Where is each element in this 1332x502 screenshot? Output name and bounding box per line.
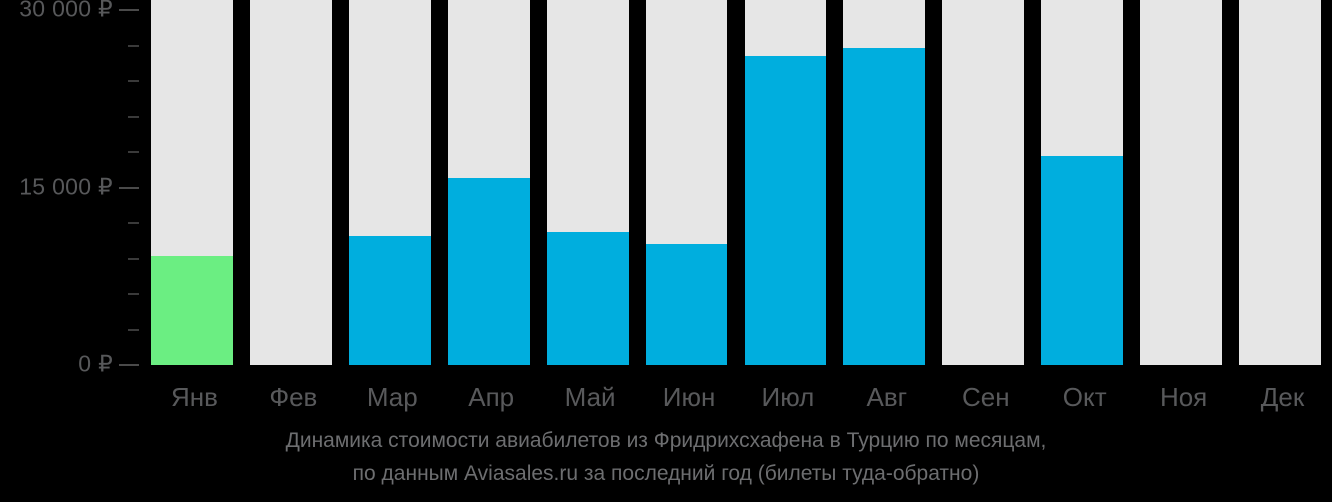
bar-fill <box>151 256 233 365</box>
bar-fill <box>447 178 530 365</box>
y-axis-tick <box>128 257 139 260</box>
x-axis: Янв Фев Мар Апр Май Июн Июл Авг Сен Окт Ноя Дек <box>145 374 1332 420</box>
y-axis-label: 0 ₽ <box>78 350 113 377</box>
y-axis-tick <box>128 80 139 82</box>
bar-track <box>249 0 332 365</box>
bar-slot[interactable] <box>640 0 739 365</box>
x-axis-label-сен: Сен <box>961 382 1010 412</box>
x-axis-label-июл: Июл <box>761 382 815 412</box>
bar-fill <box>744 56 827 365</box>
y-axis-tick <box>128 115 139 118</box>
y-axis-label: 15 000 ₽ <box>19 173 113 199</box>
x-axis-label-май: Май <box>564 382 616 412</box>
bar-track <box>1140 0 1223 365</box>
x-axis-label-ноя: Ноя <box>1159 382 1208 412</box>
bar-slot[interactable] <box>145 0 244 365</box>
x-axis-label-янв: Янв <box>170 382 218 412</box>
x-axis-label-июн: Июн <box>662 382 716 412</box>
x-axis-label-дек: Дек <box>1260 382 1305 412</box>
y-axis-tick <box>119 364 139 366</box>
bar-slot[interactable] <box>343 0 442 365</box>
x-axis-label-авг: Авг <box>866 382 908 412</box>
bar-slot[interactable] <box>442 0 541 365</box>
bar-fill <box>546 232 629 365</box>
x-axis-label-фев: Фев <box>269 382 318 412</box>
bar-slot[interactable] <box>739 0 838 365</box>
plot-area <box>145 0 1332 365</box>
bar-slot[interactable] <box>1134 0 1233 365</box>
y-axis-tick <box>128 293 139 295</box>
y-axis-tick <box>128 44 139 47</box>
y-axis-label: 30 000 ₽ <box>19 0 113 22</box>
bar-slot[interactable] <box>1233 0 1332 365</box>
y-axis-tick <box>119 9 139 11</box>
bar-slot[interactable] <box>244 0 343 365</box>
caption-line-1: Динамика стоимости авиабилетов из Фридри… <box>285 429 1047 452</box>
x-axis-label-апр: Апр <box>468 382 515 412</box>
bar-slot[interactable] <box>837 0 936 365</box>
y-axis: 0 ₽ 15 000 ₽ 30 000 ₽ <box>0 0 145 375</box>
y-axis-tick <box>128 222 139 224</box>
bar-fill <box>1041 156 1124 365</box>
y-axis-tick <box>119 186 139 189</box>
bar-slot[interactable] <box>936 0 1035 365</box>
bar-fill <box>348 236 431 365</box>
bar-track <box>1239 0 1321 365</box>
bar-track <box>942 0 1025 365</box>
y-axis-tick <box>128 151 139 153</box>
caption-line-2: по данным Aviasales.ru за последний год … <box>352 462 980 485</box>
chart-caption: Динамика стоимости авиабилетов из Фридри… <box>0 424 1332 490</box>
y-axis-tick <box>128 328 139 331</box>
bar-fill <box>645 244 728 365</box>
bar-slot[interactable] <box>541 0 640 365</box>
x-axis-label-мар: Мар <box>366 382 418 412</box>
bar-slot[interactable] <box>1035 0 1134 365</box>
x-axis-label-окт: Окт <box>1062 382 1107 412</box>
bar-fill <box>843 47 926 365</box>
